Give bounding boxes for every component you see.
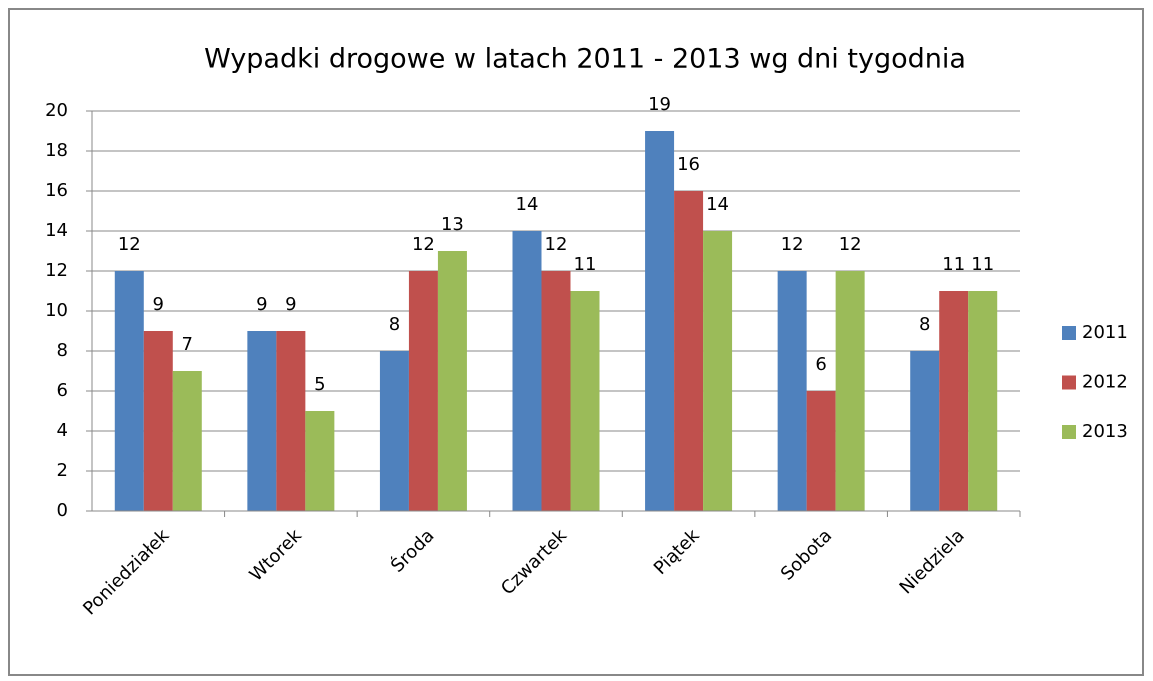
value-label: 9 xyxy=(256,294,267,315)
y-tick-label: 16 xyxy=(45,180,68,201)
y-tick-label: 0 xyxy=(57,500,68,521)
bar xyxy=(408,271,438,511)
bar xyxy=(968,291,998,511)
legend-swatch xyxy=(1062,425,1076,439)
bar xyxy=(674,191,704,511)
value-label: 9 xyxy=(285,294,296,315)
bar xyxy=(910,351,940,511)
value-label: 16 xyxy=(677,154,700,175)
y-tick-label: 4 xyxy=(57,420,68,441)
bar xyxy=(276,331,306,511)
y-tick-label: 14 xyxy=(45,220,68,241)
value-label: 8 xyxy=(389,314,400,335)
value-label: 6 xyxy=(815,354,826,375)
value-label: 19 xyxy=(648,94,671,115)
value-label: 9 xyxy=(153,294,164,315)
y-tick-label: 6 xyxy=(57,380,68,401)
bar xyxy=(247,331,277,511)
bar xyxy=(835,271,865,511)
bar xyxy=(305,411,335,511)
value-label: 13 xyxy=(441,214,464,235)
value-label: 12 xyxy=(839,234,862,255)
legend-label: 2012 xyxy=(1082,372,1128,393)
value-label: 12 xyxy=(781,234,804,255)
value-label: 12 xyxy=(118,234,141,255)
y-tick-label: 2 xyxy=(57,460,68,481)
value-label: 11 xyxy=(574,254,597,275)
value-label: 11 xyxy=(971,254,994,275)
y-tick-label: 20 xyxy=(45,100,68,121)
value-label: 14 xyxy=(706,194,729,215)
y-tick-label: 18 xyxy=(45,140,68,161)
bar xyxy=(703,231,733,511)
bar xyxy=(939,291,969,511)
value-label: 5 xyxy=(314,374,325,395)
value-label: 7 xyxy=(182,334,193,355)
bar xyxy=(777,271,807,511)
bar xyxy=(143,331,173,511)
legend-label: 2011 xyxy=(1082,322,1128,343)
legend-swatch xyxy=(1062,375,1076,390)
bar xyxy=(806,391,836,511)
y-tick-label: 12 xyxy=(45,260,68,281)
y-tick-label: 10 xyxy=(45,300,68,321)
value-label: 14 xyxy=(516,194,539,215)
y-tick-label: 8 xyxy=(57,340,68,361)
chart-title: Wypadki drogowe w latach 2011 - 2013 wg … xyxy=(204,44,966,75)
bar xyxy=(437,251,467,511)
bar xyxy=(512,231,542,511)
bar xyxy=(541,271,571,511)
bar xyxy=(645,131,675,511)
bar xyxy=(379,351,409,511)
legend-label: 2013 xyxy=(1082,421,1128,442)
value-label: 8 xyxy=(919,314,930,335)
bar xyxy=(570,291,600,511)
value-label: 12 xyxy=(412,234,435,255)
value-label: 12 xyxy=(545,234,568,255)
legend-swatch xyxy=(1062,326,1076,340)
bar xyxy=(172,371,202,511)
value-label: 11 xyxy=(942,254,965,275)
bar xyxy=(114,271,144,511)
